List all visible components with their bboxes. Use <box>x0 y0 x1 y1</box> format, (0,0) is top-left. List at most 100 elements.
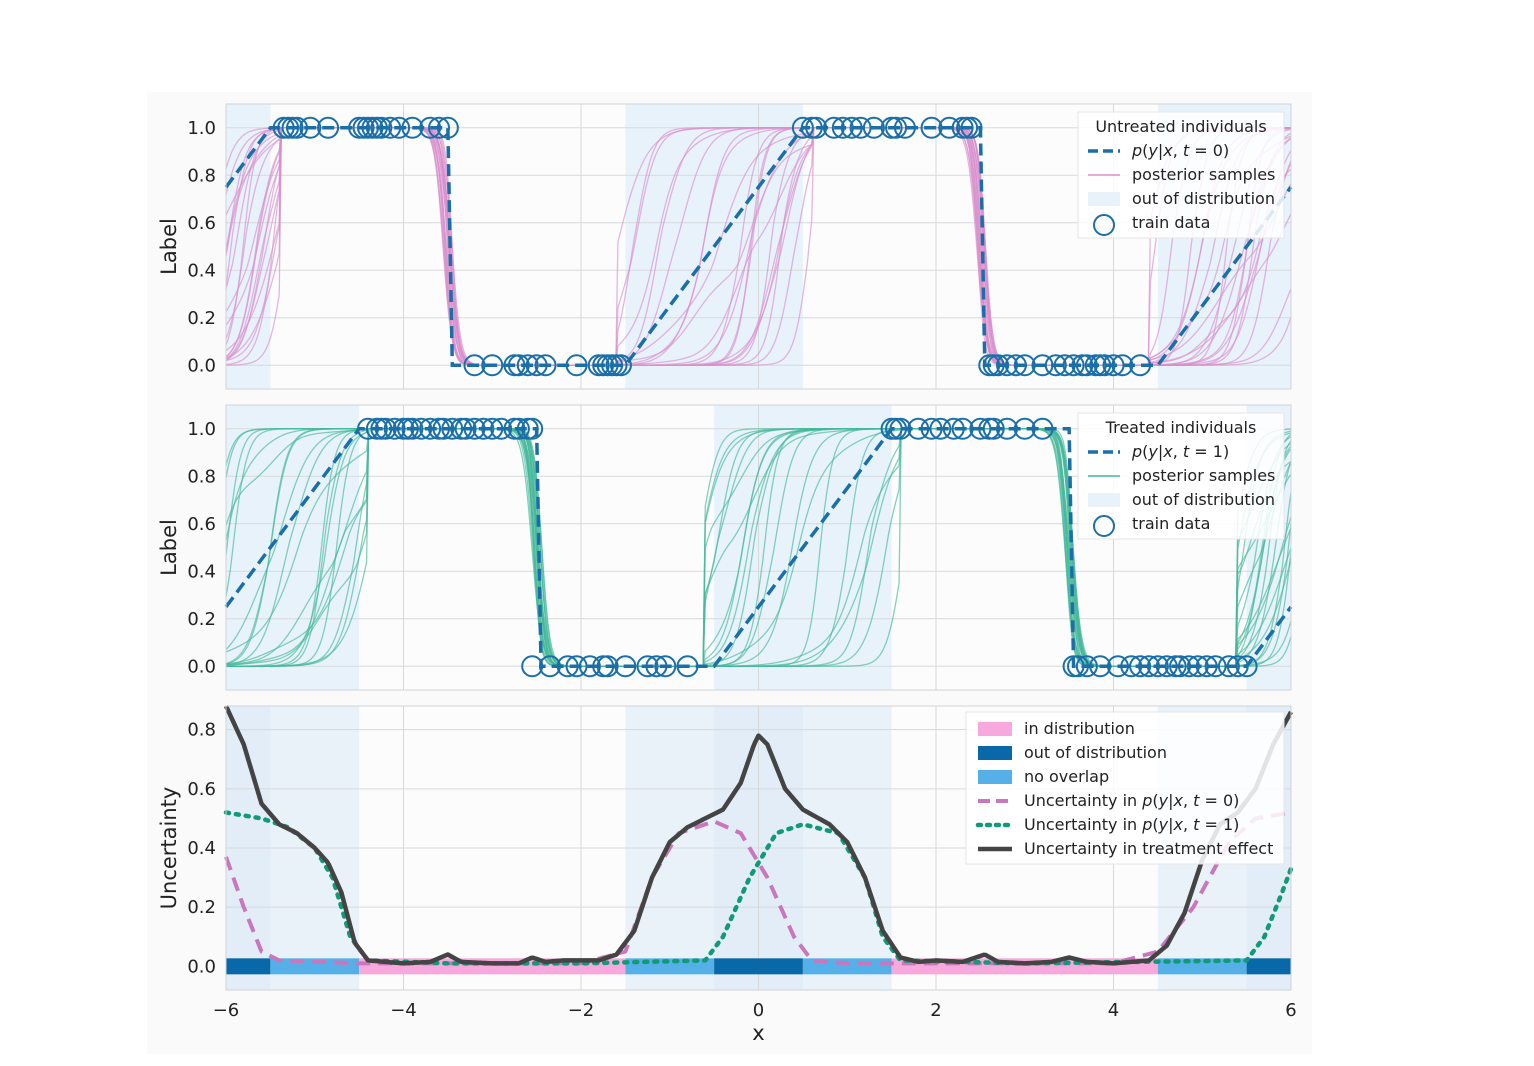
train-point <box>1031 354 1054 377</box>
train-point <box>578 655 601 678</box>
legend-label: Uncertainty in p(y|x, t = 1) <box>1024 815 1239 834</box>
train-point <box>410 417 433 440</box>
x-tick-label: −6 <box>213 1000 240 1021</box>
train-point <box>357 417 379 440</box>
train-point <box>383 417 406 440</box>
true-curve-line <box>224 427 1293 668</box>
train-point <box>507 417 530 440</box>
train-point <box>969 417 992 440</box>
legend-label: posterior samples <box>1132 165 1275 184</box>
x-tick-label: −2 <box>568 1000 595 1021</box>
train-point <box>556 655 579 678</box>
strip-segment <box>1246 958 1291 975</box>
train-point <box>1062 354 1085 377</box>
train-point <box>507 354 530 377</box>
x-tick-label: −4 <box>390 1000 417 1021</box>
train-point <box>1053 354 1076 377</box>
legend-marker <box>978 722 1012 736</box>
train-point <box>885 116 908 139</box>
x-axis-label: x <box>752 1021 764 1045</box>
y-tick-label: 1.0 <box>187 118 216 139</box>
train-point <box>401 417 424 440</box>
train-point <box>1235 655 1258 678</box>
train-point <box>1013 354 1036 377</box>
train-point <box>1075 655 1098 678</box>
train-point <box>1089 655 1112 678</box>
train-point <box>1004 354 1027 377</box>
panel-untreated: 0.0 0.2 0.4 0.6 0.8 1.0 Label Untreated indiv… <box>157 103 1293 390</box>
y-tick-label: 0.2 <box>187 609 216 630</box>
y-axis-label: Label <box>157 519 181 576</box>
train-point <box>463 417 486 440</box>
x-tick-label: 4 <box>1108 1000 1119 1021</box>
train-point <box>388 116 411 139</box>
train-point <box>614 655 637 678</box>
y-tick-label: 0.8 <box>187 720 216 741</box>
y-tick-labels: 0.0 0.2 0.4 0.6 0.8 1.0 <box>187 118 216 377</box>
train-point <box>1013 417 1036 440</box>
legend-box <box>965 711 1285 865</box>
train-point <box>525 354 548 377</box>
legend-label: p(y|x, t = 1) <box>1131 442 1229 461</box>
train-point <box>374 417 397 440</box>
train-point <box>534 354 557 377</box>
legend-label: out of distribution <box>1132 490 1275 509</box>
legend-label: p(y|x, t = 0) <box>1131 141 1229 160</box>
y-axis-label: Label <box>157 218 181 275</box>
legend-marker <box>978 746 1012 760</box>
train-point <box>1138 655 1160 678</box>
train-point <box>481 417 504 440</box>
train-point <box>982 417 1005 440</box>
train-point <box>419 116 442 139</box>
train-point <box>370 116 393 139</box>
train-point <box>831 116 854 139</box>
legend-label: train data <box>1132 514 1210 533</box>
train-point <box>1067 655 1089 678</box>
train-point <box>849 116 872 139</box>
train-point <box>996 354 1018 377</box>
y-tick-label: 0.2 <box>187 308 216 329</box>
train-point <box>565 354 588 377</box>
train-point <box>1106 655 1129 678</box>
train-point <box>942 417 965 440</box>
train-point <box>1169 655 1192 678</box>
series-line <box>223 705 1293 966</box>
true-curve <box>224 427 1293 668</box>
legend-label: no overlap <box>1024 767 1109 786</box>
true-curve-line <box>224 126 1293 367</box>
train-point <box>521 417 544 440</box>
x-tick-label: 2 <box>930 1000 941 1021</box>
train-point <box>565 655 588 678</box>
y-tick-label: 0.8 <box>187 466 216 487</box>
y-tick-labels: 0.0 0.2 0.4 0.6 0.8 1.0 <box>187 419 216 678</box>
y-tick-label: 1.0 <box>187 419 216 440</box>
train-point <box>463 354 486 377</box>
y-tick-labels: 0.0 0.2 0.4 0.6 0.8 <box>187 720 216 978</box>
legend-uncertainty: in distribution out of distribution no ove… <box>965 711 1285 865</box>
legend-marker <box>1088 493 1120 507</box>
panel-treated: 0.0 0.2 0.4 0.6 0.8 1.0 Label Treated individ… <box>157 404 1293 691</box>
train-point <box>379 116 402 139</box>
legend-untreated: Untreated individuals p(y|x, t = 0) poster… <box>1077 111 1285 239</box>
train-point <box>907 417 930 440</box>
train-point <box>1129 655 1152 678</box>
train-point <box>1120 655 1143 678</box>
panel-uncertainty: 0.0 0.2 0.4 0.6 0.8 −6 −4 −2 0 2 4 6 Uncertainty x… <box>157 705 1297 1045</box>
train-point <box>481 354 504 377</box>
y-tick-label: 0.4 <box>187 838 216 859</box>
train-point <box>920 417 943 440</box>
train-point <box>521 655 544 678</box>
x-tick-label: 0 <box>753 1000 764 1021</box>
train-point <box>428 116 450 139</box>
y-tick-label: 0.6 <box>187 514 216 535</box>
train-point <box>1146 655 1169 678</box>
train-point <box>987 354 1010 377</box>
legend-marker <box>1093 214 1115 236</box>
train-point <box>645 655 668 678</box>
legend-title: Treated individuals <box>1105 418 1257 437</box>
train-point <box>1204 655 1227 678</box>
train-point <box>1226 655 1249 678</box>
legend-label: Uncertainty in treatment effect <box>1024 839 1273 858</box>
legend-marker <box>1088 192 1120 206</box>
